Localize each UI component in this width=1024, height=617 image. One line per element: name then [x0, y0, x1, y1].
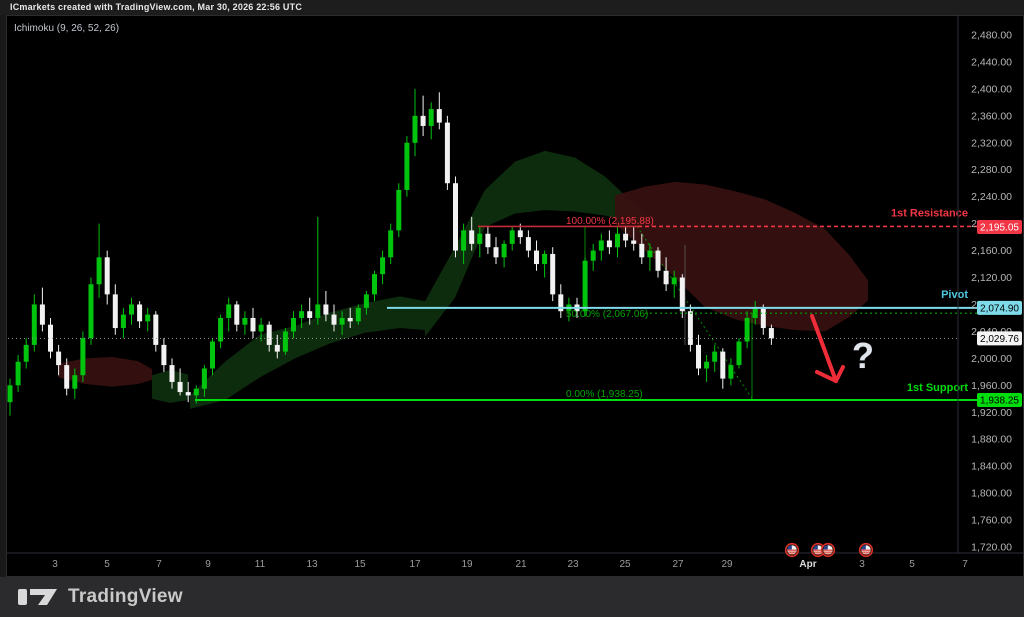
us-flag-economic-event-icon[interactable]: [784, 542, 800, 558]
svg-text:1,938.25: 1,938.25: [980, 395, 1019, 406]
svg-text:1st Resistance: 1st Resistance: [891, 207, 968, 219]
svg-text:2,074.90: 2,074.90: [980, 303, 1019, 314]
svg-text:29: 29: [721, 559, 733, 570]
fib-50-line[interactable]: 50.00% (2,067.06): [566, 309, 978, 320]
svg-text:13: 13: [306, 559, 318, 570]
svg-text:1,920.00: 1,920.00: [971, 407, 1012, 419]
svg-text:7: 7: [156, 559, 162, 570]
svg-text:2,360.00: 2,360.00: [971, 110, 1012, 122]
svg-text:Apr: Apr: [799, 559, 816, 570]
svg-text:9: 9: [205, 559, 211, 570]
svg-text:2,440.00: 2,440.00: [971, 56, 1012, 68]
svg-text:0.00% (1,938.25): 0.00% (1,938.25): [566, 389, 643, 400]
svg-text:2,320.00: 2,320.00: [971, 137, 1012, 149]
svg-text:15: 15: [354, 559, 366, 570]
us-flag-economic-event-icon[interactable]: [820, 542, 836, 558]
svg-text:1,880.00: 1,880.00: [971, 434, 1012, 446]
economic-event-icons[interactable]: [784, 542, 874, 558]
pivot-line[interactable]: Pivot: [387, 289, 978, 309]
svg-text:2,120.00: 2,120.00: [971, 272, 1012, 284]
svg-text:2,195.05: 2,195.05: [980, 222, 1019, 233]
us-flag-economic-event-icon[interactable]: [858, 542, 874, 558]
ichimoku-cloud: [58, 150, 868, 409]
svg-text:3: 3: [52, 559, 58, 570]
resistance-line[interactable]: 100.00% (2,195.88) 1st Resistance: [478, 207, 978, 228]
svg-text:2,280.00: 2,280.00: [971, 164, 1012, 176]
svg-text:17: 17: [409, 559, 421, 570]
svg-text:1,760.00: 1,760.00: [971, 515, 1012, 527]
svg-text:5: 5: [104, 559, 110, 570]
price-badge-support: 1,938.25: [977, 392, 1022, 407]
svg-text:11: 11: [255, 559, 266, 570]
svg-text:19: 19: [461, 559, 473, 570]
us-flag-economic-event-icon[interactable]: [810, 542, 826, 558]
svg-text:1st Support: 1st Support: [907, 382, 968, 394]
svg-text:100.00% (2,195.88): 100.00% (2,195.88): [566, 216, 654, 227]
tradingview-wordmark[interactable]: TradingView: [68, 586, 183, 607]
down-arrow-annotation[interactable]: [810, 314, 845, 383]
svg-text:1,800.00: 1,800.00: [971, 488, 1012, 500]
svg-text:25: 25: [619, 559, 631, 570]
tradingview-logo[interactable]: [16, 587, 62, 607]
time-axis[interactable]: 3 5 7 9 11 13 15 17 19 21 23 25 27 29 Apr 3 5 7: [6, 552, 1024, 570]
attribution-bar: ICmarkets created with TradingView.com, …: [0, 0, 1024, 15]
price-axis[interactable]: 2,480.00 2,440.00 2,400.00 2,360.00 2,320.00…: [957, 15, 1012, 554]
svg-text:2,240.00: 2,240.00: [971, 191, 1012, 203]
svg-text:1,720.00: 1,720.00: [971, 542, 1012, 554]
svg-text:23: 23: [567, 559, 579, 570]
svg-text:Pivot: Pivot: [941, 289, 968, 301]
svg-text:2,160.00: 2,160.00: [971, 245, 1012, 257]
price-badge-resistance: 2,195.05: [977, 219, 1022, 234]
svg-text:2,400.00: 2,400.00: [971, 83, 1012, 95]
price-badge-last: 2,029.76: [977, 331, 1022, 346]
svg-text:1,960.00: 1,960.00: [971, 380, 1012, 392]
svg-text:2,480.00: 2,480.00: [971, 30, 1012, 42]
svg-text:?: ?: [852, 335, 874, 376]
svg-text:2,029.76: 2,029.76: [980, 334, 1019, 345]
svg-text:5: 5: [909, 559, 915, 570]
svg-text:27: 27: [672, 559, 684, 570]
attribution-text: ICmarkets created with TradingView.com, …: [10, 2, 303, 12]
footer-bar: TradingView: [0, 577, 1024, 617]
support-line[interactable]: 0.00% (1,938.25) 1st Support: [195, 382, 978, 401]
svg-text:7: 7: [962, 559, 968, 570]
candlestick-series: [7, 88, 774, 416]
price-badge-pivot: 2,074.90: [977, 300, 1022, 315]
indicator-label[interactable]: Ichimoku (9, 26, 52, 26): [14, 23, 120, 34]
question-mark-annotation[interactable]: ?: [852, 335, 875, 377]
svg-text:2,000.00: 2,000.00: [971, 353, 1012, 365]
svg-text:1,840.00: 1,840.00: [971, 461, 1012, 473]
svg-text:21: 21: [515, 559, 527, 570]
svg-text:3: 3: [859, 559, 865, 570]
svg-text:50.00% (2,067.06): 50.00% (2,067.06): [566, 309, 648, 320]
